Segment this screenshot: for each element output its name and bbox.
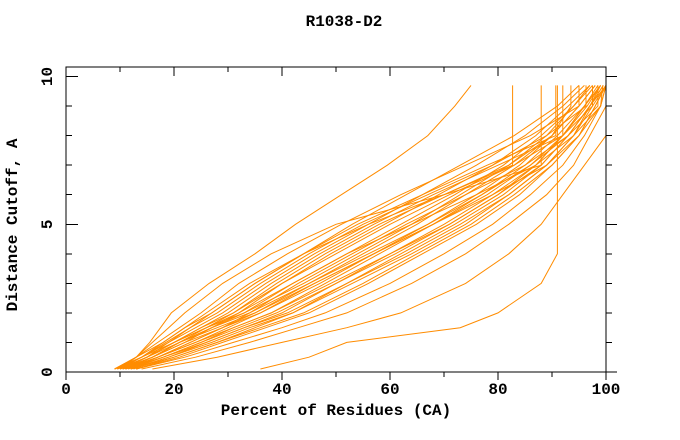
curve-model-30: [136, 85, 607, 370]
curves-layer: [114, 85, 607, 370]
curve-model-05: [122, 85, 564, 370]
y-tick-label-10: 10: [39, 67, 57, 86]
curve-model-29: [130, 85, 607, 370]
plot-frame: [65, 66, 607, 373]
x-tick-label-0: 0: [61, 381, 71, 399]
curve-model-13: [114, 85, 580, 370]
curve-model-26: [117, 85, 601, 370]
axes-frame-layer: 0 20 40 60 80 100 0 5 10: [39, 66, 621, 399]
curve-model-21: [114, 85, 591, 370]
curve-model-04: [119, 85, 557, 370]
x-tick-label-20: 20: [164, 381, 183, 399]
y-tick-label-0: 0: [39, 367, 57, 377]
x-tick-label-40: 40: [272, 381, 291, 399]
y-axis-label: Distance Cutoff, A: [4, 138, 22, 311]
x-axis-label: Percent of Residues (CA): [221, 402, 451, 420]
curve-model-10: [130, 85, 599, 370]
chart-title: R1038-D2: [306, 13, 383, 31]
x-tick-label-100: 100: [592, 381, 621, 399]
curve-model-34: [125, 85, 602, 370]
curve-model-09: [125, 85, 593, 370]
curve-model-03: [114, 85, 542, 370]
curve-model-33: [260, 85, 558, 370]
curve-model-28: [127, 85, 607, 370]
curve-model-07: [114, 85, 580, 370]
y-tick-label-5: 5: [39, 219, 57, 229]
curve-model-18: [130, 85, 599, 370]
curve-model-02: [117, 85, 514, 370]
curve-model-01: [119, 85, 472, 370]
curve-model-15: [119, 85, 591, 370]
x-tick-label-60: 60: [380, 381, 399, 399]
curve-model-31: [141, 85, 607, 370]
x-tick-label-80: 80: [488, 381, 507, 399]
curve-model-20: [136, 85, 604, 370]
curve-model-14: [117, 85, 585, 370]
